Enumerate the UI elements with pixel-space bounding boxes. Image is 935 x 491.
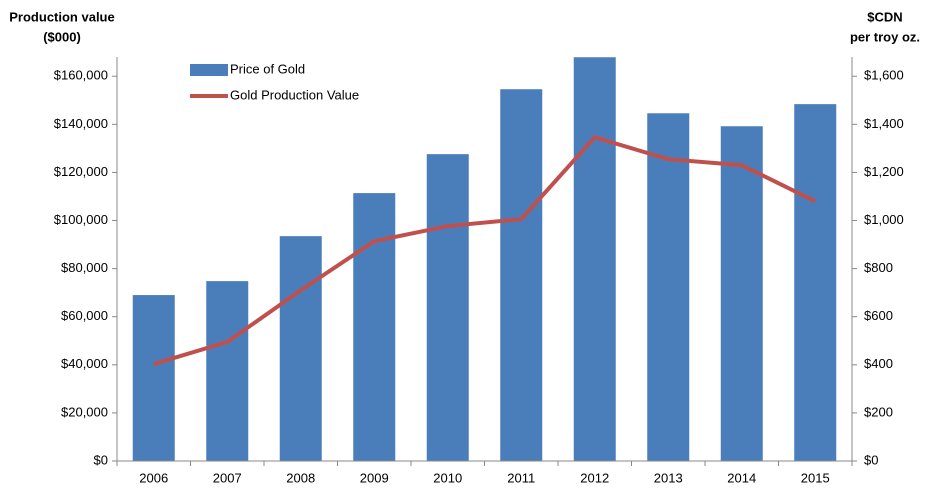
bar xyxy=(794,104,837,461)
bar xyxy=(206,281,249,461)
y-tick-label: $120,000 xyxy=(54,164,108,179)
legend-label: Gold Production Value xyxy=(230,87,359,102)
bar xyxy=(132,295,175,461)
y-tick-label: $60,000 xyxy=(61,308,108,323)
y2-axis-title: per troy oz. xyxy=(850,29,920,44)
x-tick-label: 2011 xyxy=(507,470,535,485)
y-axis-title: Production value xyxy=(9,9,114,24)
bar xyxy=(647,113,690,462)
bar xyxy=(353,193,396,461)
y-tick-label: $80,000 xyxy=(61,260,108,275)
x-tick-label: 2006 xyxy=(139,470,168,485)
legend-swatch xyxy=(190,64,228,76)
y2-tick-label: $200 xyxy=(864,404,893,419)
y2-tick-label: $0 xyxy=(864,452,878,467)
x-tick-label: 2008 xyxy=(286,470,315,485)
x-tick-label: 2007 xyxy=(213,470,242,485)
x-tick-label: 2009 xyxy=(360,470,389,485)
line xyxy=(153,135,817,367)
y2-tick-label: $800 xyxy=(864,260,893,275)
y-tick-label: $20,000 xyxy=(61,404,108,419)
x-tick-label: 2013 xyxy=(654,470,683,485)
x-tick-label: 2014 xyxy=(727,470,756,485)
y-tick-label: $160,000 xyxy=(54,68,108,83)
y-tick-label: $0 xyxy=(94,452,108,467)
y2-tick-label: $400 xyxy=(864,356,893,371)
x-tick-label: 2015 xyxy=(801,470,830,485)
x-tick-label: 2010 xyxy=(433,470,462,485)
bar xyxy=(426,154,469,461)
y-axis-title: ($000) xyxy=(43,29,81,44)
y2-axis-title: $CDN xyxy=(867,9,902,24)
y2-tick-label: $600 xyxy=(864,308,893,323)
y2-tick-label: $1,000 xyxy=(864,212,904,227)
y-tick-label: $100,000 xyxy=(54,212,108,227)
bar xyxy=(279,236,322,461)
x-tick-label: 2012 xyxy=(580,470,609,485)
bar xyxy=(573,57,616,461)
y2-tick-label: $1,200 xyxy=(864,164,904,179)
y-tick-label: $40,000 xyxy=(61,356,108,371)
bar xyxy=(720,126,763,461)
legend-label: Price of Gold xyxy=(230,61,305,76)
bar xyxy=(500,89,543,461)
y2-tick-label: $1,600 xyxy=(864,68,904,83)
y-tick-label: $140,000 xyxy=(54,116,108,131)
y2-tick-label: $1,400 xyxy=(864,116,904,131)
